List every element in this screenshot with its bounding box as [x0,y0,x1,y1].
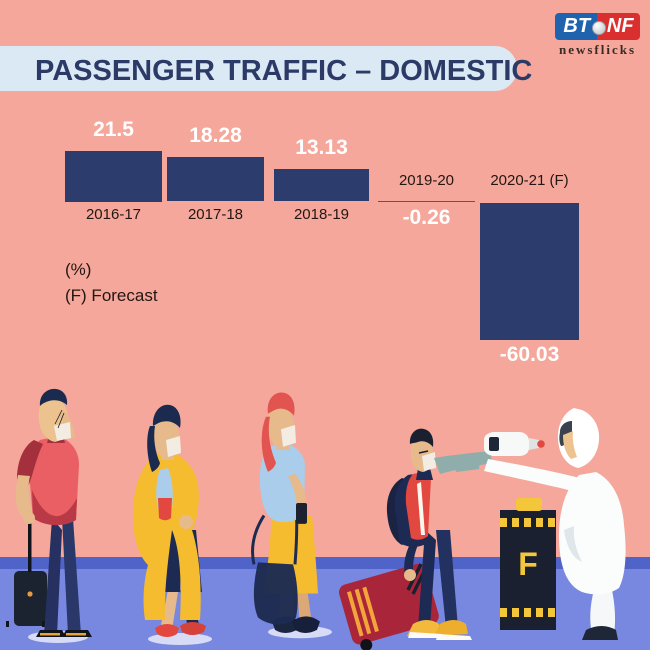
svg-text:F: F [518,546,538,582]
